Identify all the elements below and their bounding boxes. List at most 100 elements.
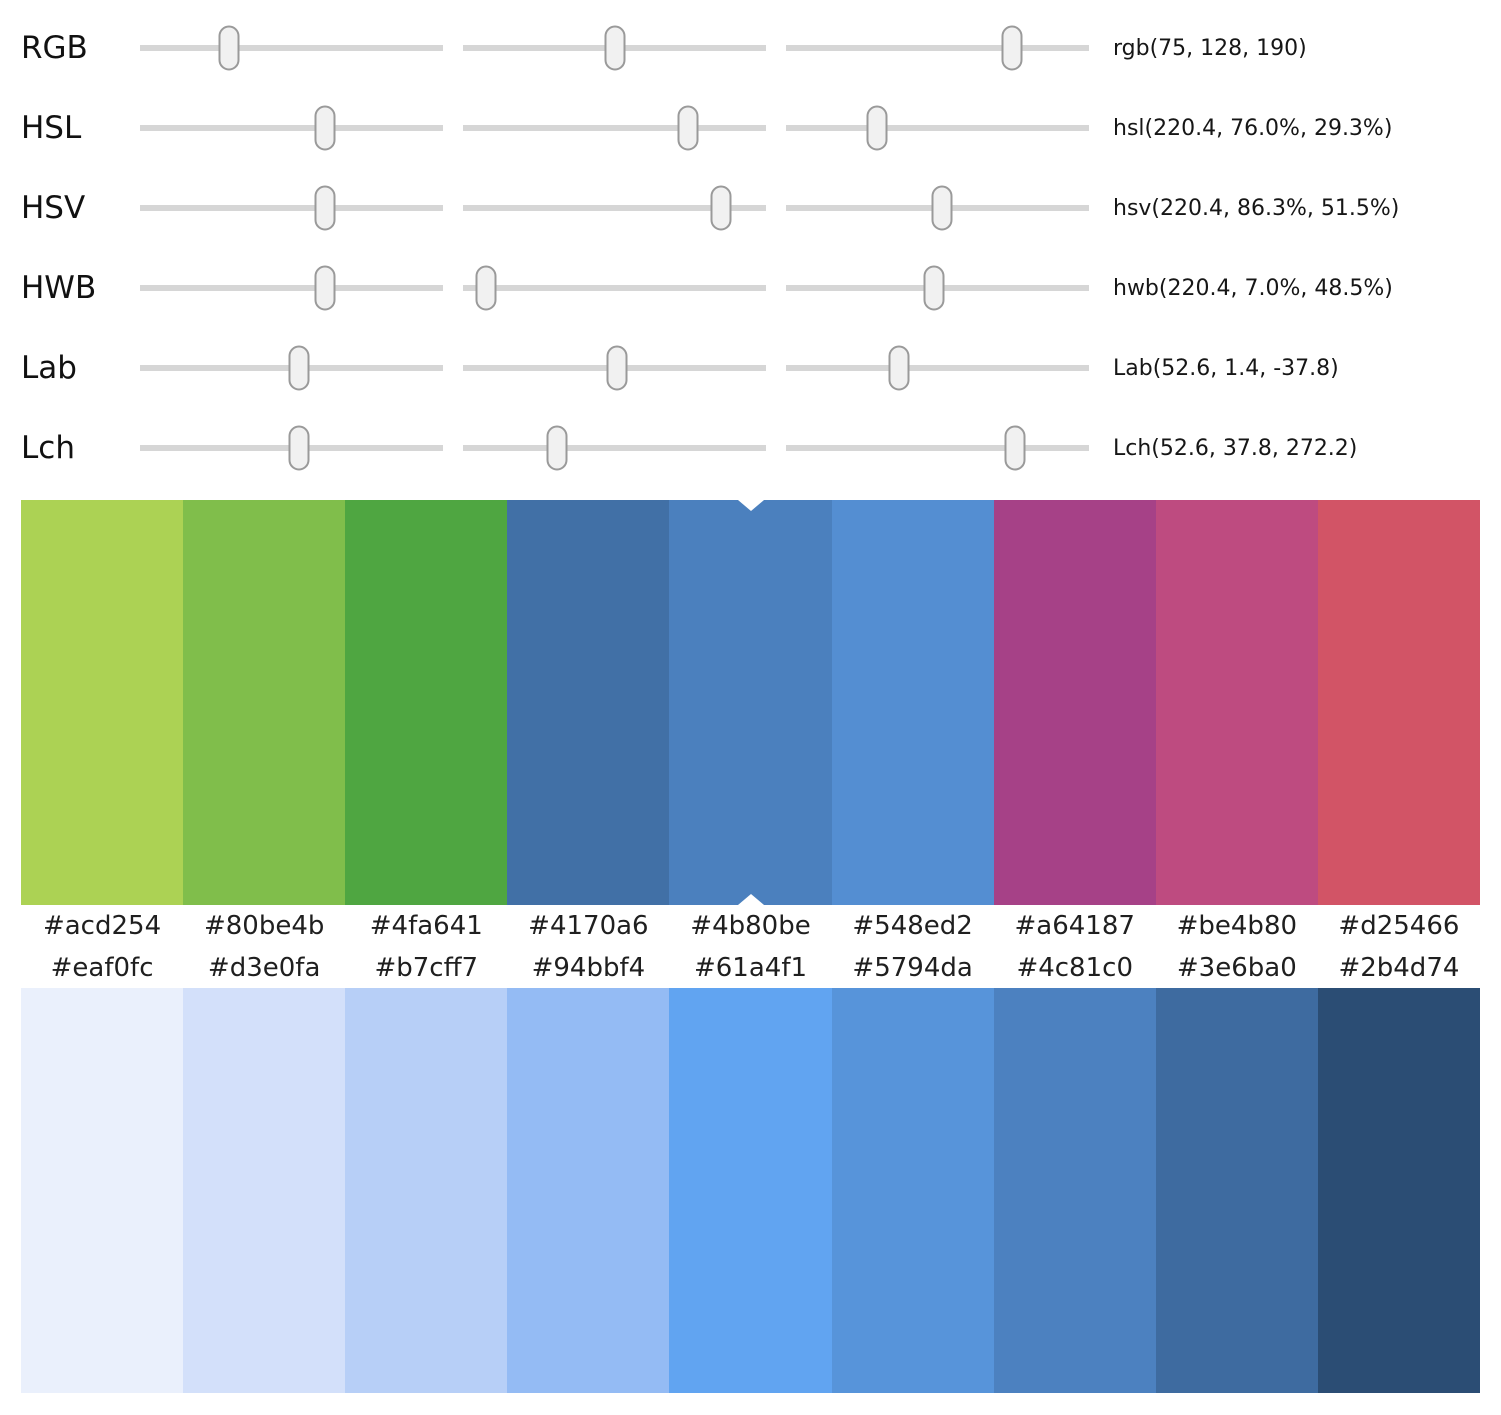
- hsv-value-readout: hsv(220.4, 86.3%, 51.5%): [1113, 195, 1400, 221]
- hwb-slider-1-track[interactable]: [140, 285, 443, 291]
- hue-swatch-2[interactable]: [345, 500, 508, 905]
- lch-slider-2-thumb[interactable]: [546, 425, 568, 471]
- lch-slider-3-track[interactable]: [786, 445, 1089, 451]
- hwb-slider-1-thumb[interactable]: [314, 265, 336, 311]
- hsv-slider-1-thumb[interactable]: [314, 185, 336, 231]
- rgb-slider-3-thumb[interactable]: [1001, 25, 1023, 71]
- tone-palette: [21, 988, 1480, 1393]
- lch-slider-3-thumb[interactable]: [1004, 425, 1026, 471]
- tone-hex-label-0: #eaf0fc: [50, 952, 154, 983]
- rgb-value-readout: rgb(75, 128, 190): [1113, 35, 1307, 61]
- hue-swatch-5[interactable]: [831, 500, 994, 905]
- slider-row-hwb: HWB hwb(220.4, 7.0%, 48.5%): [0, 248, 1501, 328]
- hsl-slider-1-thumb[interactable]: [314, 105, 336, 151]
- tone-swatch-2[interactable]: [345, 988, 508, 1393]
- rgb-slider-1[interactable]: [140, 18, 443, 78]
- rgb-slider-1-track[interactable]: [140, 45, 443, 51]
- hwb-slider-2-track[interactable]: [463, 285, 766, 291]
- hsl-slider-2[interactable]: [463, 98, 766, 158]
- slider-row-label-lch: Lch: [21, 429, 75, 466]
- rgb-slider-2[interactable]: [463, 18, 766, 78]
- hsl-slider-3-thumb[interactable]: [866, 105, 888, 151]
- tone-swatch-8[interactable]: [1317, 988, 1480, 1393]
- hue-swatch-7[interactable]: [1155, 500, 1318, 905]
- tone-swatch-0[interactable]: [21, 988, 184, 1393]
- hue-swatch-8[interactable]: [1317, 500, 1480, 905]
- hwb-slider-1[interactable]: [140, 258, 443, 318]
- lab-value-readout: Lab(52.6, 1.4, -37.8): [1113, 355, 1339, 381]
- lab-slider-3[interactable]: [786, 338, 1089, 398]
- tone-swatch-5[interactable]: [831, 988, 994, 1393]
- rgb-slider-2-thumb[interactable]: [604, 25, 626, 71]
- hue-hex-labels: #acd254 #80be4b #4fa641 #4170a6 #4b80be #548e…: [21, 905, 1480, 947]
- hwb-value-readout: hwb(220.4, 7.0%, 48.5%): [1113, 275, 1393, 301]
- lab-slider-2-thumb[interactable]: [606, 345, 628, 391]
- tone-hex-label-1: #d3e0fa: [207, 952, 321, 983]
- hue-hex-label-6: #a64187: [1014, 911, 1135, 941]
- hsv-slider-1-track[interactable]: [140, 205, 443, 211]
- hwb-slider-3[interactable]: [786, 258, 1089, 318]
- hsl-slider-1[interactable]: [140, 98, 443, 158]
- lab-slider-1-thumb[interactable]: [288, 345, 310, 391]
- lch-slider-1[interactable]: [140, 418, 443, 478]
- hue-swatch-0[interactable]: [21, 500, 184, 905]
- lab-slider-2[interactable]: [463, 338, 766, 398]
- hsl-slider-3[interactable]: [786, 98, 1089, 158]
- lch-slider-1-thumb[interactable]: [288, 425, 310, 471]
- hsl-slider-3-track[interactable]: [786, 125, 1089, 131]
- hsv-slider-3[interactable]: [786, 178, 1089, 238]
- slider-row-lch: Lch Lch(52.6, 37.8, 272.2): [0, 408, 1501, 488]
- hsv-slider-2-thumb[interactable]: [710, 185, 732, 231]
- hsl-slider-2-track[interactable]: [463, 125, 766, 131]
- slider-section: RGB rgb(75, 128, 190) HSL hsl(220.4, 76.0%,…: [0, 0, 1501, 488]
- tone-swatch-7[interactable]: [1155, 988, 1318, 1393]
- hsv-slider-group: [140, 178, 1089, 238]
- tone-hex-label-4: #61a4f1: [693, 952, 808, 983]
- lch-slider-3[interactable]: [786, 418, 1089, 478]
- hsl-slider-2-thumb[interactable]: [677, 105, 699, 151]
- hue-palette: [21, 500, 1480, 905]
- slider-row-hsv: HSV hsv(220.4, 86.3%, 51.5%): [0, 168, 1501, 248]
- slider-row-label-hsv: HSV: [21, 189, 86, 226]
- tone-hex-labels: #eaf0fc #d3e0fa #b7cff7 #94bbf4 #61a4f1 #5794…: [21, 947, 1480, 988]
- hue-hex-label-7: #be4b80: [1176, 911, 1298, 941]
- lch-slider-2[interactable]: [463, 418, 766, 478]
- lab-slider-3-track[interactable]: [786, 365, 1089, 371]
- lab-slider-3-thumb[interactable]: [888, 345, 910, 391]
- slider-row-label-hsl: HSL: [21, 109, 82, 146]
- tone-swatch-4[interactable]: [669, 988, 832, 1393]
- hue-hex-label-4: #4b80be: [690, 911, 811, 941]
- tone-swatch-1[interactable]: [183, 988, 346, 1393]
- hue-swatch-4[interactable]: [669, 500, 832, 905]
- hsv-slider-3-thumb[interactable]: [931, 185, 953, 231]
- hsl-slider-1-track[interactable]: [140, 125, 443, 131]
- hue-swatch-3[interactable]: [507, 500, 670, 905]
- hue-swatch-1[interactable]: [183, 500, 346, 905]
- hwb-slider-group: [140, 258, 1089, 318]
- hsv-slider-2-track[interactable]: [463, 205, 766, 211]
- hwb-slider-2-thumb[interactable]: [475, 265, 497, 311]
- rgb-slider-3[interactable]: [786, 18, 1089, 78]
- hsl-slider-group: [140, 98, 1089, 158]
- hue-hex-label-0: #acd254: [42, 911, 162, 941]
- hsv-slider-1[interactable]: [140, 178, 443, 238]
- slider-row-rgb: RGB rgb(75, 128, 190): [0, 8, 1501, 88]
- hwb-slider-3-thumb[interactable]: [923, 265, 945, 311]
- lab-slider-1[interactable]: [140, 338, 443, 398]
- lch-value-readout: Lch(52.6, 37.8, 272.2): [1113, 435, 1358, 461]
- rgb-slider-3-track[interactable]: [786, 45, 1089, 51]
- hue-hex-label-3: #4170a6: [528, 911, 649, 941]
- tone-swatch-3[interactable]: [507, 988, 670, 1393]
- hwb-slider-2[interactable]: [463, 258, 766, 318]
- hue-swatch-6[interactable]: [993, 500, 1156, 905]
- lab-slider-group: [140, 338, 1089, 398]
- lch-slider-2-track[interactable]: [463, 445, 766, 451]
- slider-row-hsl: HSL hsl(220.4, 76.0%, 29.3%): [0, 88, 1501, 168]
- tone-swatch-6[interactable]: [993, 988, 1156, 1393]
- tone-hex-label-3: #94bbf4: [531, 952, 646, 983]
- hue-hex-label-8: #d25466: [1338, 911, 1460, 941]
- rgb-slider-1-thumb[interactable]: [218, 25, 240, 71]
- hsv-slider-2[interactable]: [463, 178, 766, 238]
- slider-row-lab: Lab Lab(52.6, 1.4, -37.8): [0, 328, 1501, 408]
